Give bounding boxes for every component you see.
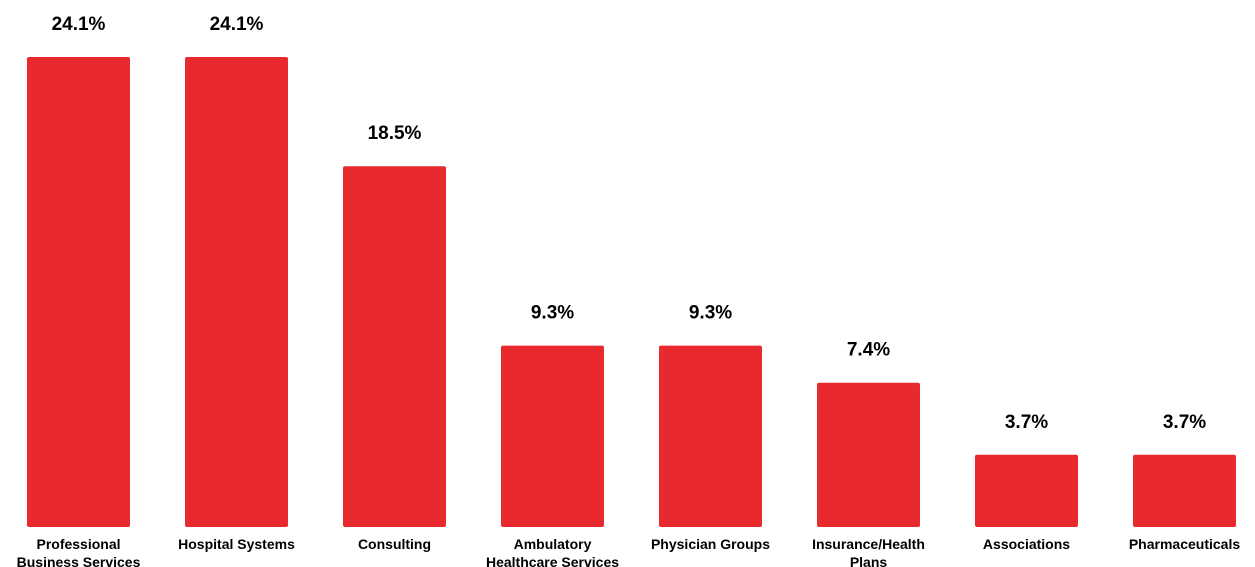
category-label-5: Insurance/Health Plans [812,536,925,567]
bar-7 [1133,454,1236,527]
bar-5 [817,382,920,527]
bar-value-label-3: 9.3% [531,303,574,324]
bar-value-label-4: 9.3% [689,303,732,324]
bar-1 [185,57,288,527]
category-label-3: Ambulatory Healthcare Services [486,536,619,567]
category-label-4: Physician Groups [651,536,770,552]
bar-0 [27,57,130,527]
bar-value-label-1: 24.1% [210,14,264,35]
category-label-1: Hospital Systems [178,536,295,552]
bars [27,57,1236,527]
category-label-2: Consulting [358,536,431,552]
bar-2 [343,166,446,527]
category-label-7: Pharmaceuticals [1129,536,1240,552]
bar-value-label-6: 3.7% [1005,412,1048,433]
bar-value-label-7: 3.7% [1163,412,1206,433]
bar-4 [659,345,762,527]
bar-value-label-2: 18.5% [368,123,422,144]
category-labels: Professional Business Services Hospital Sy… [17,536,1241,567]
bar-6 [975,454,1078,527]
bar-value-label-5: 7.4% [847,340,890,361]
bar-3 [501,345,604,527]
value-labels: 24.1% 24.1% 18.5% 9.3% 9.3% 7.4% 3.7% 3.7% [52,14,1207,433]
category-label-6: Associations [983,536,1070,552]
bar-value-label-0: 24.1% [52,14,106,35]
category-label-0: Professional Business Services [17,536,141,567]
